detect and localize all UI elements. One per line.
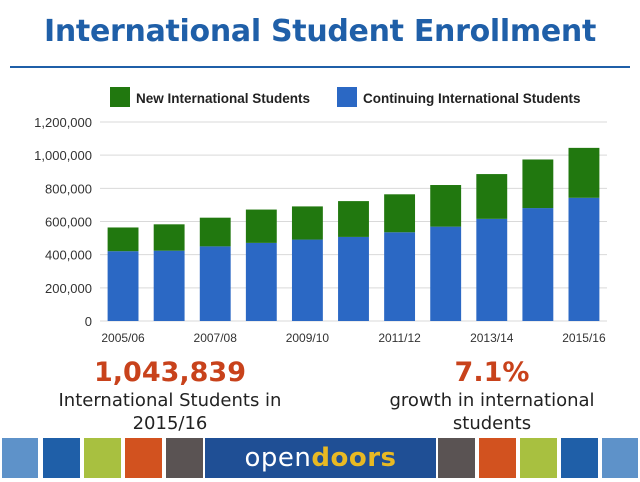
y-axis-ticks: 0 200,000 400,000 600,000 800,000 1,000,000 1,… xyxy=(34,115,92,329)
bar-new-international-students xyxy=(476,174,508,219)
color-tile xyxy=(561,438,598,478)
x-tick-label: 2013/14 xyxy=(470,331,514,345)
opendoors-logo: opendoors xyxy=(205,438,436,478)
bar-new-international-students xyxy=(245,209,277,243)
growth-value: 7.1% xyxy=(454,357,530,388)
bar-continuing-international-students xyxy=(522,208,554,321)
y-tick-label: 400,000 xyxy=(45,248,92,263)
growth-caption-2: students xyxy=(452,413,532,434)
bar-continuing-international-students xyxy=(291,239,323,321)
y-tick-label: 0 xyxy=(85,314,92,329)
y-tick-label: 1,200,000 xyxy=(34,115,92,130)
color-tile xyxy=(438,438,475,478)
y-tick-label: 800,000 xyxy=(45,181,92,196)
bar-continuing-international-students xyxy=(430,226,462,321)
growth-stat: 7.1% growth in international students xyxy=(362,357,622,435)
logo-word-open: open xyxy=(244,443,312,473)
y-tick-label: 600,000 xyxy=(45,215,92,230)
growth-caption-1: growth in international xyxy=(389,390,595,411)
legend-label-continuing-international-students: Continuing International Students xyxy=(363,91,580,106)
bar-continuing-international-students xyxy=(568,197,600,321)
bar-new-international-students xyxy=(384,194,416,233)
bar-new-international-students xyxy=(338,201,369,237)
total-students-caption-2: 2015/16 xyxy=(132,413,208,434)
bar-continuing-international-students xyxy=(384,232,416,321)
x-tick-label: 2011/12 xyxy=(378,331,421,345)
y-tick-label: 1,000,000 xyxy=(34,148,92,163)
bar-continuing-international-students xyxy=(199,246,231,321)
chart-bars xyxy=(107,147,600,321)
bar-continuing-international-students xyxy=(153,250,185,321)
x-tick-label: 2015/16 xyxy=(562,331,606,345)
total-students-value: 1,043,839 xyxy=(93,357,247,388)
bar-new-international-students xyxy=(291,206,323,240)
bar-new-international-students xyxy=(522,159,554,209)
total-students-stat: 1,043,839 International Students in 2015… xyxy=(30,357,310,435)
color-tile xyxy=(166,438,203,478)
x-tick-label: 2009/10 xyxy=(286,331,330,345)
bar-continuing-international-students xyxy=(476,218,508,321)
y-tick-label: 200,000 xyxy=(45,281,92,296)
x-tick-label: 2005/06 xyxy=(101,331,145,345)
footer-banner: opendoors xyxy=(0,436,640,482)
x-tick-label: 2007/08 xyxy=(194,331,238,345)
color-tile xyxy=(520,438,557,478)
color-tile xyxy=(125,438,162,478)
x-axis-ticks: 2005/06 2007/08 2009/10 2011/12 2013/14 2015/… xyxy=(101,331,606,345)
color-tile xyxy=(84,438,121,478)
legend-swatch-new-international-students xyxy=(110,87,130,107)
enrollment-chart: New International Students Continuing Int… xyxy=(34,87,607,345)
chart-legend: New International Students Continuing Int… xyxy=(110,87,580,107)
logo-word-doors: doors xyxy=(311,443,397,473)
title-divider xyxy=(10,66,630,68)
color-tile xyxy=(43,438,80,478)
bar-new-international-students xyxy=(153,224,185,251)
bar-new-international-students xyxy=(107,227,139,252)
total-students-caption-1: International Students in xyxy=(58,390,282,411)
legend-label-new-international-students: New International Students xyxy=(136,91,310,106)
slide-title: International Student Enrollment xyxy=(44,14,596,49)
color-tile xyxy=(479,438,516,478)
map-tile xyxy=(2,438,38,478)
bar-new-international-students xyxy=(430,185,462,227)
legend-swatch-continuing-international-students xyxy=(337,87,357,107)
bar-continuing-international-students xyxy=(245,242,277,321)
bar-continuing-international-students xyxy=(107,251,139,321)
map-tile xyxy=(602,438,638,478)
bar-new-international-students xyxy=(568,147,600,198)
bar-new-international-students xyxy=(199,217,231,247)
bar-continuing-international-students xyxy=(338,236,369,321)
